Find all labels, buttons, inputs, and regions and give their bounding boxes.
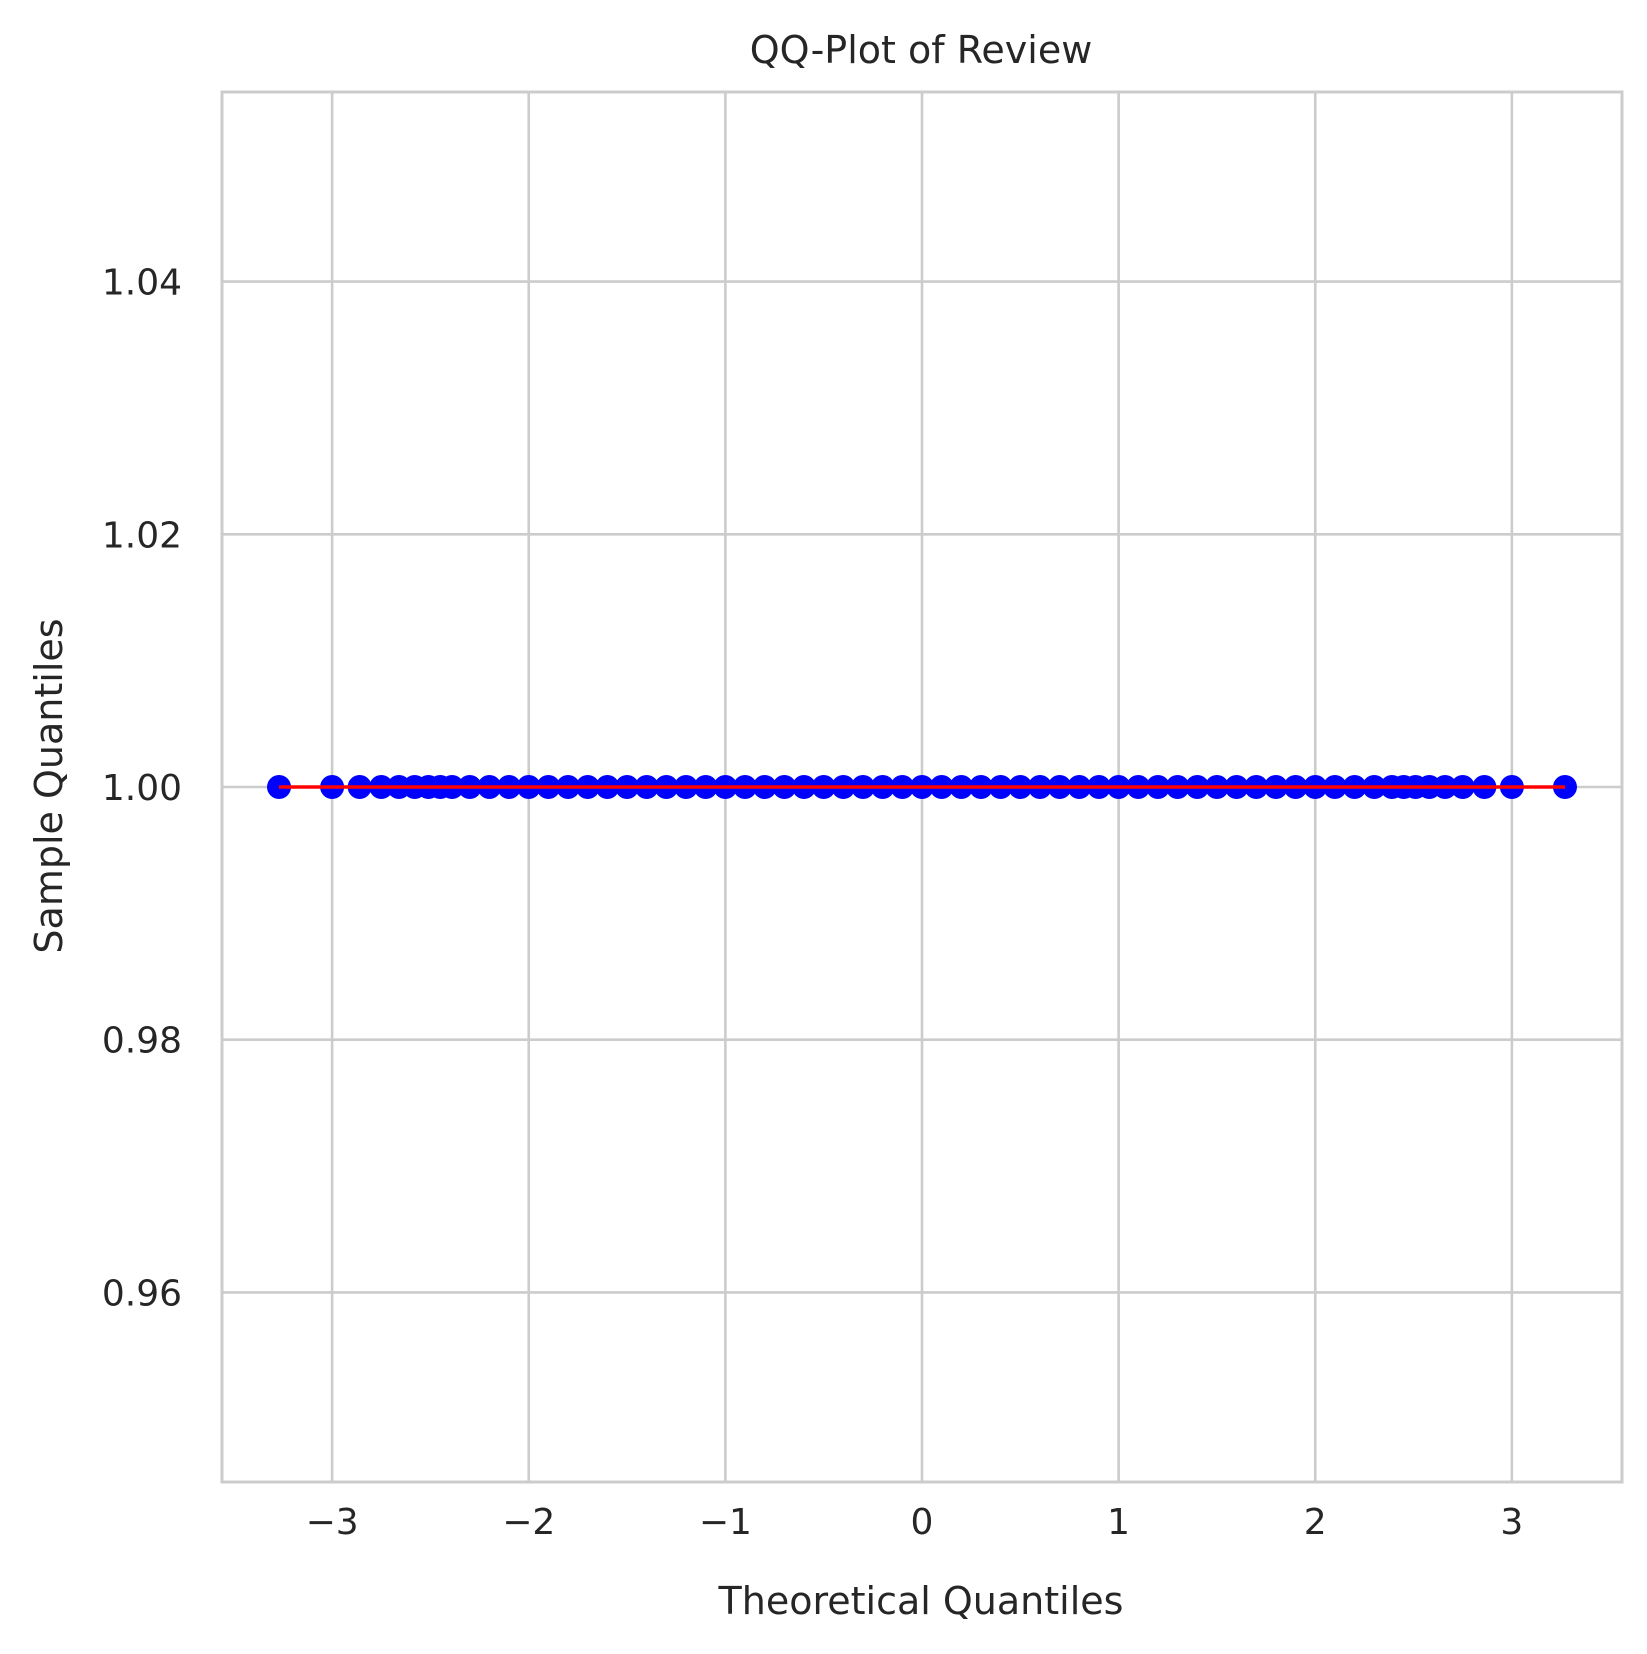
x-tick-label: −1	[699, 1502, 752, 1543]
x-tick-label: 1	[1107, 1502, 1130, 1543]
x-tick-label: 2	[1304, 1502, 1327, 1543]
y-tick-label: 0.96	[102, 1273, 182, 1314]
x-tick-label: −3	[306, 1502, 359, 1543]
x-tick-label: 3	[1500, 1502, 1523, 1543]
y-tick-label: 1.00	[102, 768, 182, 809]
point-layer	[267, 775, 1577, 799]
y-tick-label: 1.04	[102, 263, 182, 304]
y-tick-label: 0.98	[102, 1021, 182, 1062]
tick-layer: −3 −2 −1 0 1 2 3 0.96 0.98 1.00 1.02 1.04	[102, 263, 1523, 1543]
frame-layer	[220, 90, 1624, 1484]
plot-frame	[220, 90, 1624, 1484]
chart-title: QQ-Plot of Review	[750, 28, 1093, 72]
x-tick-label: −2	[502, 1502, 555, 1543]
y-tick-label: 1.02	[102, 515, 182, 556]
x-axis-label: Theoretical Quantiles	[718, 1579, 1124, 1623]
x-tick-label: 0	[911, 1502, 934, 1543]
y-axis-label: Sample Quantiles	[27, 618, 71, 953]
